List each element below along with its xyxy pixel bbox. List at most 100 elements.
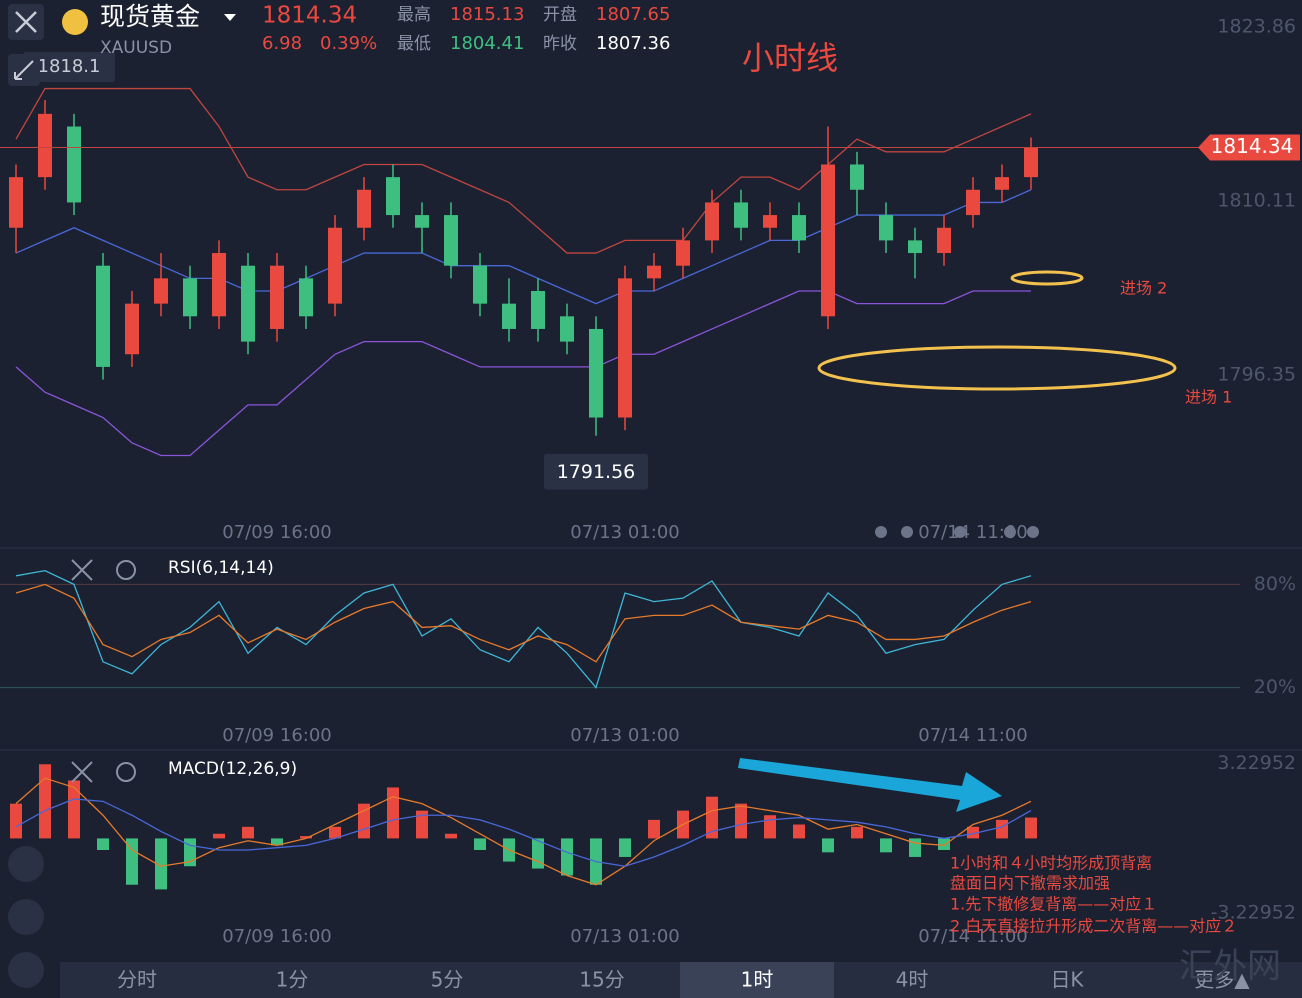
histogram-bar bbox=[97, 838, 109, 850]
candle bbox=[328, 227, 342, 304]
note: 1小时和４小时均形成顶背离 bbox=[950, 854, 1152, 873]
x-tick-label: 07/09 16:00 bbox=[222, 522, 331, 543]
callout bbox=[23, 51, 115, 82]
histogram-bar bbox=[851, 826, 863, 839]
y-tick-label: 1823.86 bbox=[1217, 16, 1296, 38]
note: 盘面日内下撤需求加强 bbox=[950, 874, 1110, 893]
tab[interactable]: 5分 bbox=[431, 968, 464, 992]
histogram-bar bbox=[271, 838, 283, 846]
symbol: XAUUSD bbox=[100, 38, 172, 58]
histogram-bar bbox=[126, 838, 138, 885]
y-tick-label: 3.22952 bbox=[1217, 752, 1296, 774]
candle bbox=[67, 126, 81, 203]
x-tick-label: 07/13 01:00 bbox=[570, 725, 679, 746]
line bbox=[15, 798, 1032, 867]
candle bbox=[1024, 147, 1038, 178]
x-tick-label: 07/14 11:00 bbox=[918, 725, 1027, 746]
prev-close: 1807.36 bbox=[596, 33, 670, 54]
candle bbox=[589, 328, 603, 418]
histogram-bar bbox=[329, 826, 341, 839]
candle bbox=[241, 265, 255, 342]
low-label: 1791.56 bbox=[557, 461, 636, 483]
y-tick-label: 1810.11 bbox=[1217, 190, 1296, 212]
dropdown[interactable] bbox=[224, 14, 236, 21]
arrow bbox=[738, 758, 1002, 812]
histogram-bar bbox=[735, 803, 747, 839]
x-tick-label: 07/13 01:00 bbox=[570, 522, 679, 543]
annotation: 进场 2 bbox=[1120, 279, 1167, 298]
tab[interactable]: 15分 bbox=[579, 968, 624, 992]
close-indicator[interactable] bbox=[71, 559, 93, 581]
callout bbox=[544, 453, 648, 490]
y-tick-label: 20% bbox=[1254, 676, 1296, 698]
histogram-bar bbox=[445, 833, 457, 839]
candle bbox=[270, 265, 284, 329]
histogram-bar bbox=[300, 836, 312, 839]
candle bbox=[386, 177, 400, 216]
line bbox=[15, 87, 1032, 254]
histogram-bar bbox=[155, 838, 167, 890]
histogram-bar bbox=[938, 838, 950, 850]
candle bbox=[473, 265, 487, 304]
candle bbox=[502, 303, 516, 329]
indicator-title: RSI(6,14,14) bbox=[168, 558, 274, 578]
chart-title: 小时线 bbox=[742, 39, 838, 77]
histogram-bar bbox=[1025, 817, 1037, 839]
line bbox=[15, 569, 1032, 689]
line bbox=[15, 777, 1032, 886]
candle bbox=[937, 227, 951, 254]
line bbox=[15, 189, 1032, 305]
candle bbox=[38, 113, 52, 178]
histogram-bar bbox=[967, 826, 979, 839]
histogram-bar bbox=[996, 819, 1008, 839]
tab[interactable]: 日K bbox=[1050, 968, 1084, 992]
tool-button[interactable] bbox=[8, 952, 44, 988]
tab[interactable]: 分时 bbox=[117, 968, 157, 992]
histogram-bar bbox=[68, 780, 80, 839]
histogram-bar bbox=[39, 764, 51, 839]
price: 1814.34 bbox=[262, 3, 357, 29]
candle bbox=[531, 290, 545, 329]
change-pct: 0.39% bbox=[320, 33, 377, 54]
x-tick-label: 07/13 01:00 bbox=[570, 926, 679, 947]
candle bbox=[444, 215, 458, 266]
settings[interactable] bbox=[116, 762, 136, 782]
tool-button[interactable] bbox=[8, 899, 44, 935]
label: 最高 bbox=[397, 5, 431, 25]
open: 1807.65 bbox=[596, 4, 670, 25]
high: 1815.13 bbox=[450, 4, 524, 25]
histogram-bar bbox=[10, 803, 22, 839]
x-tick-label: 07/09 16:00 bbox=[222, 725, 331, 746]
instrument-name[interactable]: 现货黄金 bbox=[100, 2, 200, 31]
histogram-bar bbox=[416, 810, 428, 839]
candle bbox=[154, 278, 168, 304]
tab[interactable]: 1时 bbox=[741, 968, 774, 992]
candle bbox=[96, 265, 110, 367]
pager bbox=[875, 526, 1039, 538]
candle bbox=[850, 164, 864, 190]
tool-button[interactable] bbox=[8, 846, 44, 882]
candle bbox=[734, 202, 748, 228]
settings[interactable] bbox=[116, 560, 136, 580]
candle bbox=[299, 278, 313, 317]
tab[interactable]: 4时 bbox=[896, 968, 929, 992]
candle bbox=[908, 240, 922, 254]
histogram-bar bbox=[242, 826, 254, 839]
candle bbox=[966, 189, 980, 216]
histogram-bar bbox=[619, 838, 631, 857]
close-indicator[interactable] bbox=[71, 761, 93, 783]
y-tick-label: -3.22952 bbox=[1211, 902, 1296, 924]
y-tick-label: 80% bbox=[1254, 573, 1296, 595]
close-icon bbox=[15, 11, 37, 33]
tab[interactable]: 1分 bbox=[276, 968, 309, 992]
histogram-bar bbox=[387, 787, 399, 839]
candle bbox=[821, 164, 835, 317]
histogram-bar bbox=[474, 838, 486, 850]
candle bbox=[995, 177, 1009, 190]
low: 1804.41 bbox=[450, 33, 524, 54]
tab[interactable]: 更多▲ bbox=[1194, 968, 1250, 992]
annotation: 进场 1 bbox=[1185, 388, 1232, 407]
histogram-bar bbox=[880, 838, 892, 853]
candle bbox=[792, 215, 806, 241]
